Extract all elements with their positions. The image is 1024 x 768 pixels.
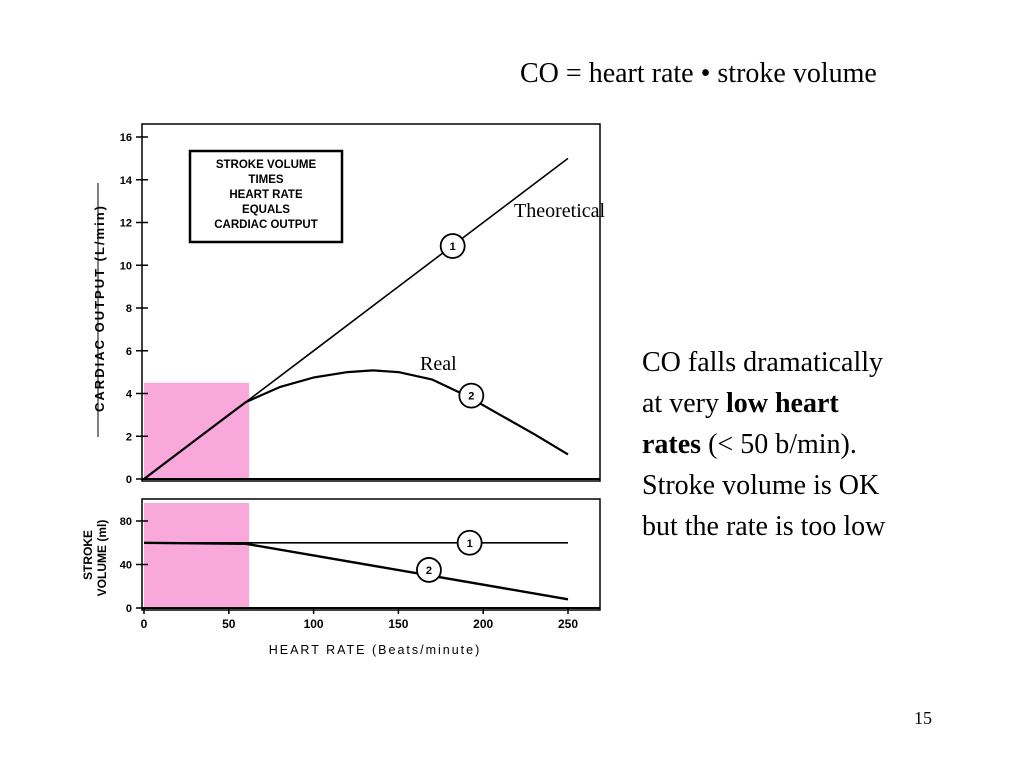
top-y-tick-label: 16 [120, 132, 132, 144]
note-bold-rates: rates [642, 429, 702, 460]
low-heart-rate-highlight-bottom [144, 503, 250, 608]
info-box-line: CARDIAC OUTPUT [214, 219, 318, 231]
x-tick-label: 100 [304, 617, 324, 631]
top-y-tick-label: 12 [120, 218, 132, 230]
info-box-line: STROKE VOLUME [216, 159, 317, 171]
x-tick-label: 250 [558, 617, 578, 631]
theoretical-marker-number: 1 [450, 241, 456, 253]
x-tick-label: 150 [388, 617, 408, 631]
top-y-tick-label: 8 [126, 303, 132, 315]
slide-title: CO = heart rate • stroke volume [520, 58, 877, 89]
stroke-volume-real-line [143, 541, 569, 601]
info-box-line: TIMES [248, 174, 283, 186]
bottom-y-tick-label: 40 [120, 560, 132, 572]
explanation-text: CO falls dramatically at very low heart … [642, 342, 972, 547]
stroke-volume-marker-2-circle [416, 557, 442, 583]
x-tick-label: 200 [473, 617, 493, 631]
note-line-3: rates (< 50 b/min). [642, 429, 857, 460]
real-marker-circle [458, 382, 485, 409]
low-heart-rate-highlight-top [144, 382, 250, 479]
x-axis-label: HEART RATE (Beats/minute) [269, 643, 482, 657]
x-tick-label: 50 [222, 617, 236, 631]
theoretical-marker-circle [439, 233, 466, 259]
bottom-y-axis-label-line1: STROKE [81, 530, 95, 580]
theoretical-label: Theoretical [514, 200, 605, 222]
note-line-1: CO falls dramatically [642, 347, 884, 378]
top-y-tick-label: 6 [126, 346, 132, 358]
note-line-5: but the rate is too low [642, 511, 886, 542]
bottom-y-tick-label: 80 [120, 516, 132, 528]
real-marker-number: 2 [468, 391, 474, 403]
x-tick-label: 0 [141, 617, 148, 631]
real-label: Real [420, 353, 457, 375]
stroke-volume-marker-2-number: 2 [426, 565, 432, 577]
stroke-volume-marker-1-number: 1 [467, 538, 473, 550]
stroke-volume-marker-1-circle [456, 529, 483, 556]
top-y-axis-label: CARDIAC OUTPUT (L/min) [92, 204, 107, 412]
info-box-line: HEART RATE [229, 189, 303, 201]
real-curve [143, 369, 569, 480]
top-y-tick-label: 14 [120, 175, 133, 187]
bottom-y-axis-label-line2: VOLUME (ml) [95, 520, 109, 597]
bottom-panel-frame [141, 498, 601, 611]
info-box-line: EQUALS [242, 204, 290, 216]
top-y-tick-label: 4 [126, 389, 133, 401]
page-number: 15 [914, 708, 932, 728]
info-box [188, 149, 344, 244]
top-y-tick-label: 10 [120, 260, 132, 272]
bottom-y-tick-label: 0 [126, 603, 132, 615]
top-y-tick-label: 0 [126, 474, 132, 486]
note-bold-low-heart: low heart [725, 388, 839, 419]
top-panel-frame [141, 123, 601, 482]
note-line-4: Stroke volume is OK [642, 470, 880, 501]
note-line-2: at very low heart [642, 388, 839, 419]
top-y-tick-label: 2 [126, 431, 132, 443]
